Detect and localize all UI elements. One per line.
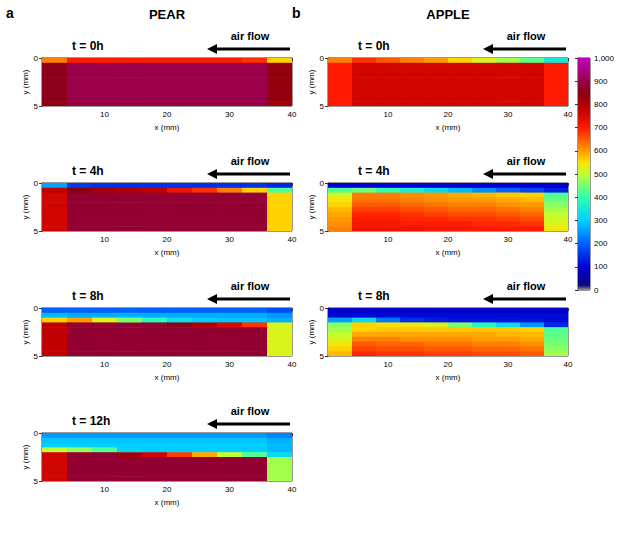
svg-text:APPLE: APPLE — [426, 7, 470, 22]
svg-text:x (mm): x (mm) — [155, 498, 180, 507]
svg-text:40: 40 — [564, 235, 573, 244]
svg-text:PEAR: PEAR — [149, 7, 186, 22]
svg-text:1,000: 1,000 — [594, 54, 615, 63]
svg-text:a: a — [6, 5, 14, 21]
svg-text:10: 10 — [384, 360, 393, 369]
svg-text:0: 0 — [34, 54, 39, 63]
svg-text:40: 40 — [564, 360, 573, 369]
svg-text:y (mm): y (mm) — [21, 194, 30, 219]
svg-text:20: 20 — [163, 360, 172, 369]
svg-text:20: 20 — [444, 360, 453, 369]
svg-text:t = 12h: t = 12h — [72, 414, 110, 428]
svg-text:20: 20 — [444, 110, 453, 119]
svg-text:0: 0 — [320, 179, 325, 188]
svg-text:10: 10 — [100, 235, 109, 244]
svg-text:y (mm): y (mm) — [21, 69, 30, 94]
svg-text:0: 0 — [594, 286, 599, 295]
svg-text:5: 5 — [34, 477, 39, 486]
svg-text:x (mm): x (mm) — [436, 248, 461, 257]
svg-text:400: 400 — [594, 193, 608, 202]
svg-text:t = 0h: t = 0h — [72, 39, 104, 53]
svg-text:air flow: air flow — [507, 30, 546, 42]
svg-text:air flow: air flow — [231, 280, 270, 292]
svg-text:5: 5 — [34, 352, 39, 361]
svg-text:40: 40 — [288, 485, 297, 494]
svg-text:x (mm): x (mm) — [155, 248, 180, 257]
svg-text:10: 10 — [100, 485, 109, 494]
svg-text:30: 30 — [225, 485, 234, 494]
svg-text:40: 40 — [288, 110, 297, 119]
svg-text:30: 30 — [225, 360, 234, 369]
svg-text:500: 500 — [594, 170, 608, 179]
svg-text:30: 30 — [504, 235, 513, 244]
svg-text:10: 10 — [100, 110, 109, 119]
svg-text:5: 5 — [320, 102, 325, 111]
svg-text:t = 8h: t = 8h — [72, 289, 104, 303]
svg-text:30: 30 — [225, 110, 234, 119]
svg-text:0: 0 — [34, 304, 39, 313]
svg-text:5: 5 — [320, 352, 325, 361]
svg-text:30: 30 — [504, 360, 513, 369]
svg-text:5: 5 — [34, 102, 39, 111]
svg-text:t = 4h: t = 4h — [72, 164, 104, 178]
svg-text:x (mm): x (mm) — [155, 373, 180, 382]
svg-text:20: 20 — [163, 235, 172, 244]
svg-text:300: 300 — [594, 216, 608, 225]
svg-text:air flow: air flow — [507, 280, 546, 292]
svg-text:t = 0h: t = 0h — [358, 39, 390, 53]
svg-text:10: 10 — [384, 110, 393, 119]
svg-text:air flow: air flow — [231, 30, 270, 42]
svg-text:t = 4h: t = 4h — [358, 164, 390, 178]
svg-text:700: 700 — [594, 123, 608, 132]
svg-text:10: 10 — [384, 235, 393, 244]
svg-text:40: 40 — [564, 110, 573, 119]
svg-text:air flow: air flow — [231, 155, 270, 167]
svg-text:20: 20 — [444, 235, 453, 244]
svg-text:40: 40 — [288, 360, 297, 369]
svg-text:5: 5 — [320, 227, 325, 236]
svg-text:x (mm): x (mm) — [155, 123, 180, 132]
svg-text:20: 20 — [163, 110, 172, 119]
svg-text:0: 0 — [34, 429, 39, 438]
svg-text:100: 100 — [594, 262, 608, 271]
svg-text:600: 600 — [594, 146, 608, 155]
svg-text:x (mm): x (mm) — [436, 123, 461, 132]
svg-text:10: 10 — [100, 360, 109, 369]
svg-text:800: 800 — [594, 100, 608, 109]
svg-text:0: 0 — [320, 304, 325, 313]
svg-text:y (mm): y (mm) — [307, 319, 316, 344]
svg-text:y (mm): y (mm) — [307, 69, 316, 94]
svg-text:t = 8h: t = 8h — [358, 289, 390, 303]
svg-text:y (mm): y (mm) — [21, 444, 30, 469]
svg-text:0: 0 — [34, 179, 39, 188]
svg-text:y (mm): y (mm) — [21, 319, 30, 344]
svg-text:20: 20 — [163, 485, 172, 494]
svg-text:0: 0 — [320, 54, 325, 63]
svg-text:900: 900 — [594, 77, 608, 86]
svg-text:x (mm): x (mm) — [436, 373, 461, 382]
svg-text:40: 40 — [288, 235, 297, 244]
svg-text:air flow: air flow — [231, 405, 270, 417]
svg-text:30: 30 — [504, 110, 513, 119]
svg-text:air flow: air flow — [507, 155, 546, 167]
svg-text:200: 200 — [594, 239, 608, 248]
svg-text:5: 5 — [34, 227, 39, 236]
svg-text:b: b — [292, 5, 301, 21]
svg-text:30: 30 — [225, 235, 234, 244]
svg-text:y (mm): y (mm) — [307, 194, 316, 219]
